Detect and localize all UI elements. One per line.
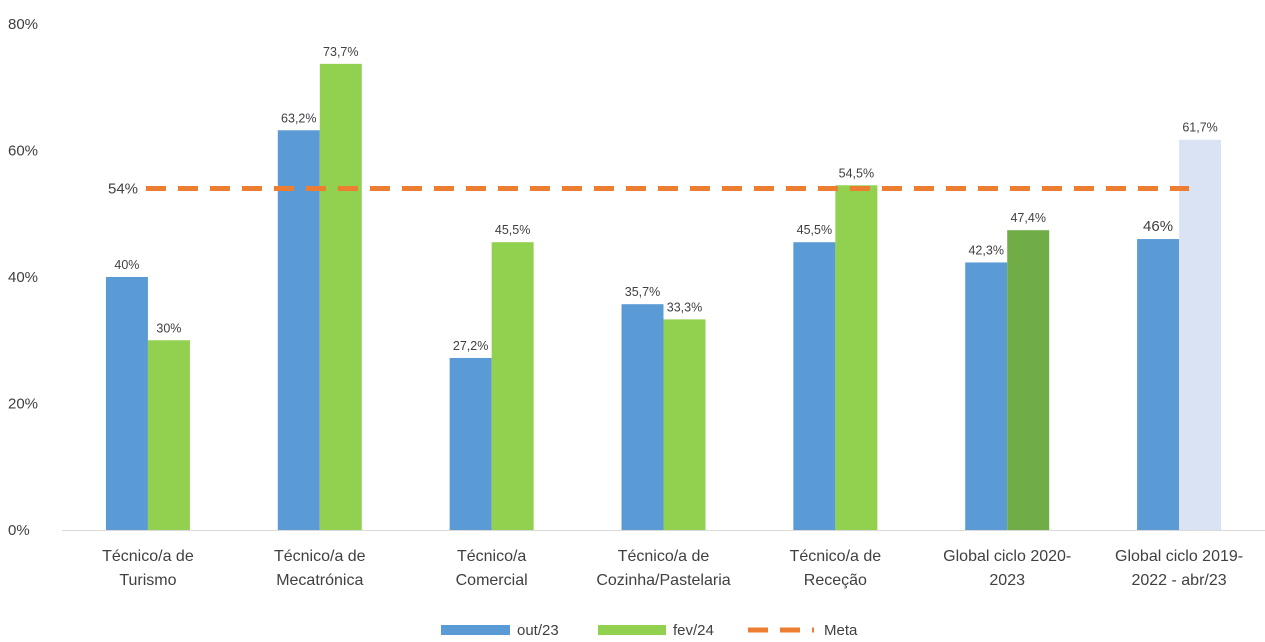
bar-out23 [621, 304, 664, 530]
x-tick-label: Mecatrónica [276, 572, 363, 589]
x-tick-label: Técnico/a de [618, 548, 710, 565]
data-label: 54,5% [839, 166, 874, 180]
legend-swatch [598, 625, 666, 635]
bar-fev24 [663, 319, 706, 530]
target-label: 54% [108, 180, 138, 197]
x-tick-label: Técnico/a de [102, 548, 194, 565]
data-label: 42,3% [968, 243, 1003, 257]
legend-label: out/23 [517, 622, 559, 639]
data-label: 30% [156, 321, 181, 335]
bar-fev24 [147, 340, 190, 530]
y-tick-label: 80% [8, 16, 38, 33]
bar-out23 [793, 242, 836, 530]
x-tick-label: 2022 - abr/23 [1131, 572, 1226, 589]
data-label: 33,3% [667, 300, 702, 314]
data-label: 40% [114, 258, 139, 272]
legend: out/23 fev/24 Meta [441, 622, 858, 639]
y-tick-label: 60% [8, 143, 38, 160]
legend-swatch [441, 625, 510, 635]
data-label: 46% [1143, 218, 1173, 235]
data-label: 45,5% [797, 223, 832, 237]
data-label: 73,7% [323, 45, 358, 59]
y-axis: 0% 20% 40% 60% 80% [8, 16, 38, 539]
data-label: 45,5% [495, 223, 530, 237]
bar-fev24 [319, 63, 362, 530]
x-tick-label: Comercial [456, 572, 528, 589]
data-label: 47,4% [1010, 211, 1045, 225]
bar-fev24 [835, 185, 878, 530]
x-tick-label: Técnico/a de [274, 548, 366, 565]
bar-out23 [965, 262, 1008, 530]
bar-out23 [105, 277, 148, 530]
bar-out23 [1137, 239, 1180, 531]
data-label: 27,2% [453, 339, 488, 353]
data-label: 61,7% [1182, 121, 1217, 135]
bar-out23 [449, 357, 492, 530]
target-line-group: 54% [108, 180, 1190, 197]
y-tick-label: 0% [8, 522, 30, 539]
x-axis: Técnico/a de Turismo Técnico/a de Mecatróni… [62, 530, 1265, 589]
bar-fev24 [491, 242, 534, 530]
legend-label: Meta [824, 622, 858, 639]
data-label: 35,7% [625, 285, 660, 299]
x-tick-label: Técnico/a [457, 548, 526, 565]
bar-out23 [277, 130, 320, 530]
x-tick-label: Receção [804, 572, 867, 589]
x-tick-label: Técnico/a de [790, 548, 882, 565]
bar-fev24 [1179, 139, 1222, 530]
legend-label: fev/24 [673, 622, 714, 639]
data-label: 63,2% [281, 111, 316, 125]
bars: 40% 30% 63,2% 73,7% 27,2% 45,5% 35,7% 33,3% 45,5… [105, 45, 1222, 531]
x-tick-label: 2023 [989, 572, 1025, 589]
x-tick-label: Global ciclo 2020- [943, 548, 1071, 565]
x-tick-label: Global ciclo 2019- [1115, 548, 1243, 565]
x-tick-label: Turismo [119, 572, 176, 589]
y-tick-label: 40% [8, 269, 38, 286]
x-tick-label: Cozinha/Pastelaria [596, 572, 730, 589]
y-tick-label: 20% [8, 396, 38, 413]
bar-fev24 [1007, 230, 1050, 530]
